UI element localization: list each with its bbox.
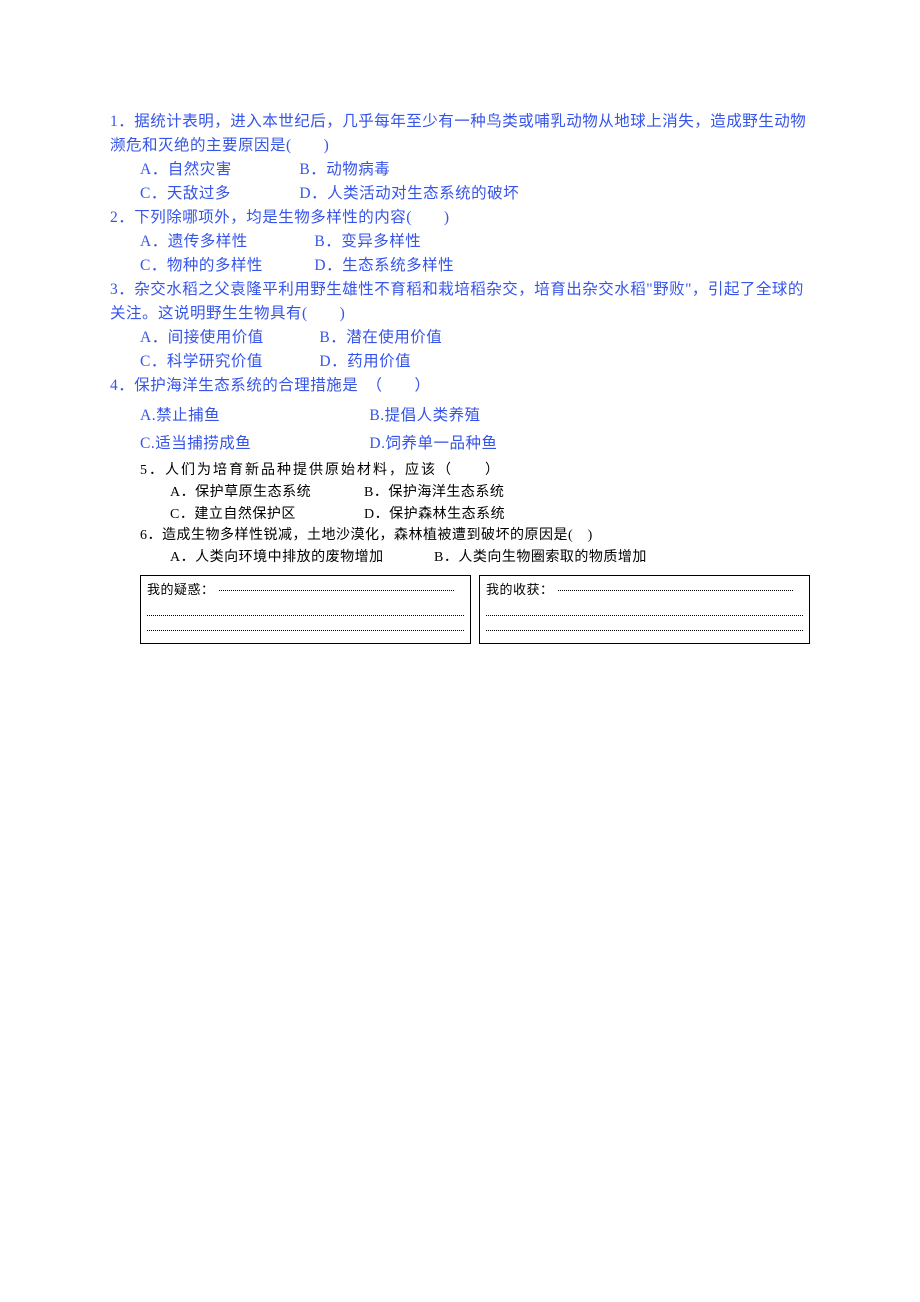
- question-2: 2．下列除哪项外，均是生物多样性的内容( ) A．遗传多样性 B．变异多样性 C…: [110, 206, 810, 278]
- gains-label: 我的收获：: [486, 582, 554, 597]
- q5-option-d: D．保护森林生态系统: [364, 504, 505, 526]
- q5-option-a: A．保护草原生态系统: [170, 482, 360, 504]
- q4-option-c: C.适当捕捞成鱼: [140, 432, 365, 456]
- q4-option-b: B.提倡人类养殖: [369, 404, 480, 428]
- q5-option-c: C．建立自然保护区: [170, 504, 360, 526]
- question-4: 4．保护海洋生态系统的合理措施是 （ ） A.禁止捕鱼 B.提倡人类养殖 C.适…: [110, 374, 810, 456]
- question-1-options-row1: A．自然灾害 B．动物病毒: [110, 158, 810, 182]
- q1-option-d: D．人类活动对生态系统的破坏: [299, 182, 519, 206]
- question-1: 1．据统计表明，进入本世纪后，几乎每年至少有一种鸟类或哺乳动物从地球上消失，造成…: [110, 110, 810, 206]
- q2-option-d: D．生态系统多样性: [314, 254, 454, 278]
- q1-option-b: B．动物病毒: [299, 158, 390, 182]
- dotted-line: [147, 630, 464, 631]
- question-2-options-row2: C．物种的多样性 D．生态系统多样性: [110, 254, 810, 278]
- q1-option-a: A．自然灾害: [140, 158, 295, 182]
- q4-option-d: D.饲养单一品种鱼: [369, 432, 497, 456]
- q4-option-a: A.禁止捕鱼: [140, 404, 365, 428]
- dotted-line: [486, 615, 803, 616]
- question-4-options-row1: A.禁止捕鱼 B.提倡人类养殖: [110, 404, 810, 428]
- doubts-label: 我的疑惑：: [147, 582, 215, 597]
- question-5-stem: 5．人们为培育新品种提供原始材料，应该（ ）: [110, 460, 810, 482]
- question-3: 3．杂交水稻之父袁隆平利用野生雄性不育稻和栽培稻杂交，培育出杂交水稻"野败"，引…: [110, 278, 810, 374]
- q3-option-d: D．药用价值: [319, 350, 411, 374]
- q5-option-b: B．保护海洋生态系统: [364, 482, 504, 504]
- dotted-line: [147, 615, 464, 616]
- q3-option-b: B．潜在使用价值: [319, 326, 442, 350]
- question-3-stem: 3．杂交水稻之父袁隆平利用野生雄性不育稻和栽培稻杂交，培育出杂交水稻"野败"，引…: [110, 278, 810, 326]
- question-4-stem: 4．保护海洋生态系统的合理措施是 （ ）: [110, 374, 810, 398]
- dotted-line: [486, 630, 803, 631]
- question-2-options-row1: A．遗传多样性 B．变异多样性: [110, 230, 810, 254]
- question-6-options-row1: A．人类向环境中排放的废物增加 B．人类向生物圈索取的物质增加: [110, 547, 810, 569]
- q2-option-c: C．物种的多样性: [140, 254, 310, 278]
- dotted-line: [558, 590, 793, 591]
- dotted-line: [219, 590, 454, 591]
- question-1-stem: 1．据统计表明，进入本世纪后，几乎每年至少有一种鸟类或哺乳动物从地球上消失，造成…: [110, 110, 810, 158]
- q6-option-b: B．人类向生物圈索取的物质增加: [434, 547, 647, 569]
- q1-option-c: C．天敌过多: [140, 182, 295, 206]
- question-6-stem: 6．造成生物多样性锐减，土地沙漠化，森林植被遭到破坏的原因是( ): [110, 525, 810, 547]
- q2-option-b: B．变异多样性: [314, 230, 421, 254]
- black-questions-section: 5．人们为培育新品种提供原始材料，应该（ ） A．保护草原生态系统 B．保护海洋…: [110, 460, 810, 644]
- question-5-options-row1: A．保护草原生态系统 B．保护海洋生态系统: [110, 482, 810, 504]
- q3-option-c: C．科学研究价值: [140, 350, 315, 374]
- question-1-options-row2: C．天敌过多 D．人类活动对生态系统的破坏: [110, 182, 810, 206]
- question-2-stem: 2．下列除哪项外，均是生物多样性的内容( ): [110, 206, 810, 230]
- q3-option-a: A．间接使用价值: [140, 326, 315, 350]
- question-3-options-row2: C．科学研究价值 D．药用价值: [110, 350, 810, 374]
- notes-boxes-row: 我的疑惑： 我的收获：: [110, 575, 810, 645]
- q2-option-a: A．遗传多样性: [140, 230, 310, 254]
- question-4-options-row2: C.适当捕捞成鱼 D.饲养单一品种鱼: [110, 432, 810, 456]
- document-page: 1．据统计表明，进入本世纪后，几乎每年至少有一种鸟类或哺乳动物从地球上消失，造成…: [0, 0, 920, 644]
- question-3-options-row1: A．间接使用价值 B．潜在使用价值: [110, 326, 810, 350]
- doubts-box: 我的疑惑：: [140, 575, 471, 645]
- gains-box: 我的收获：: [479, 575, 810, 645]
- q6-option-a: A．人类向环境中排放的废物增加: [170, 547, 430, 569]
- question-5-options-row2: C．建立自然保护区 D．保护森林生态系统: [110, 504, 810, 526]
